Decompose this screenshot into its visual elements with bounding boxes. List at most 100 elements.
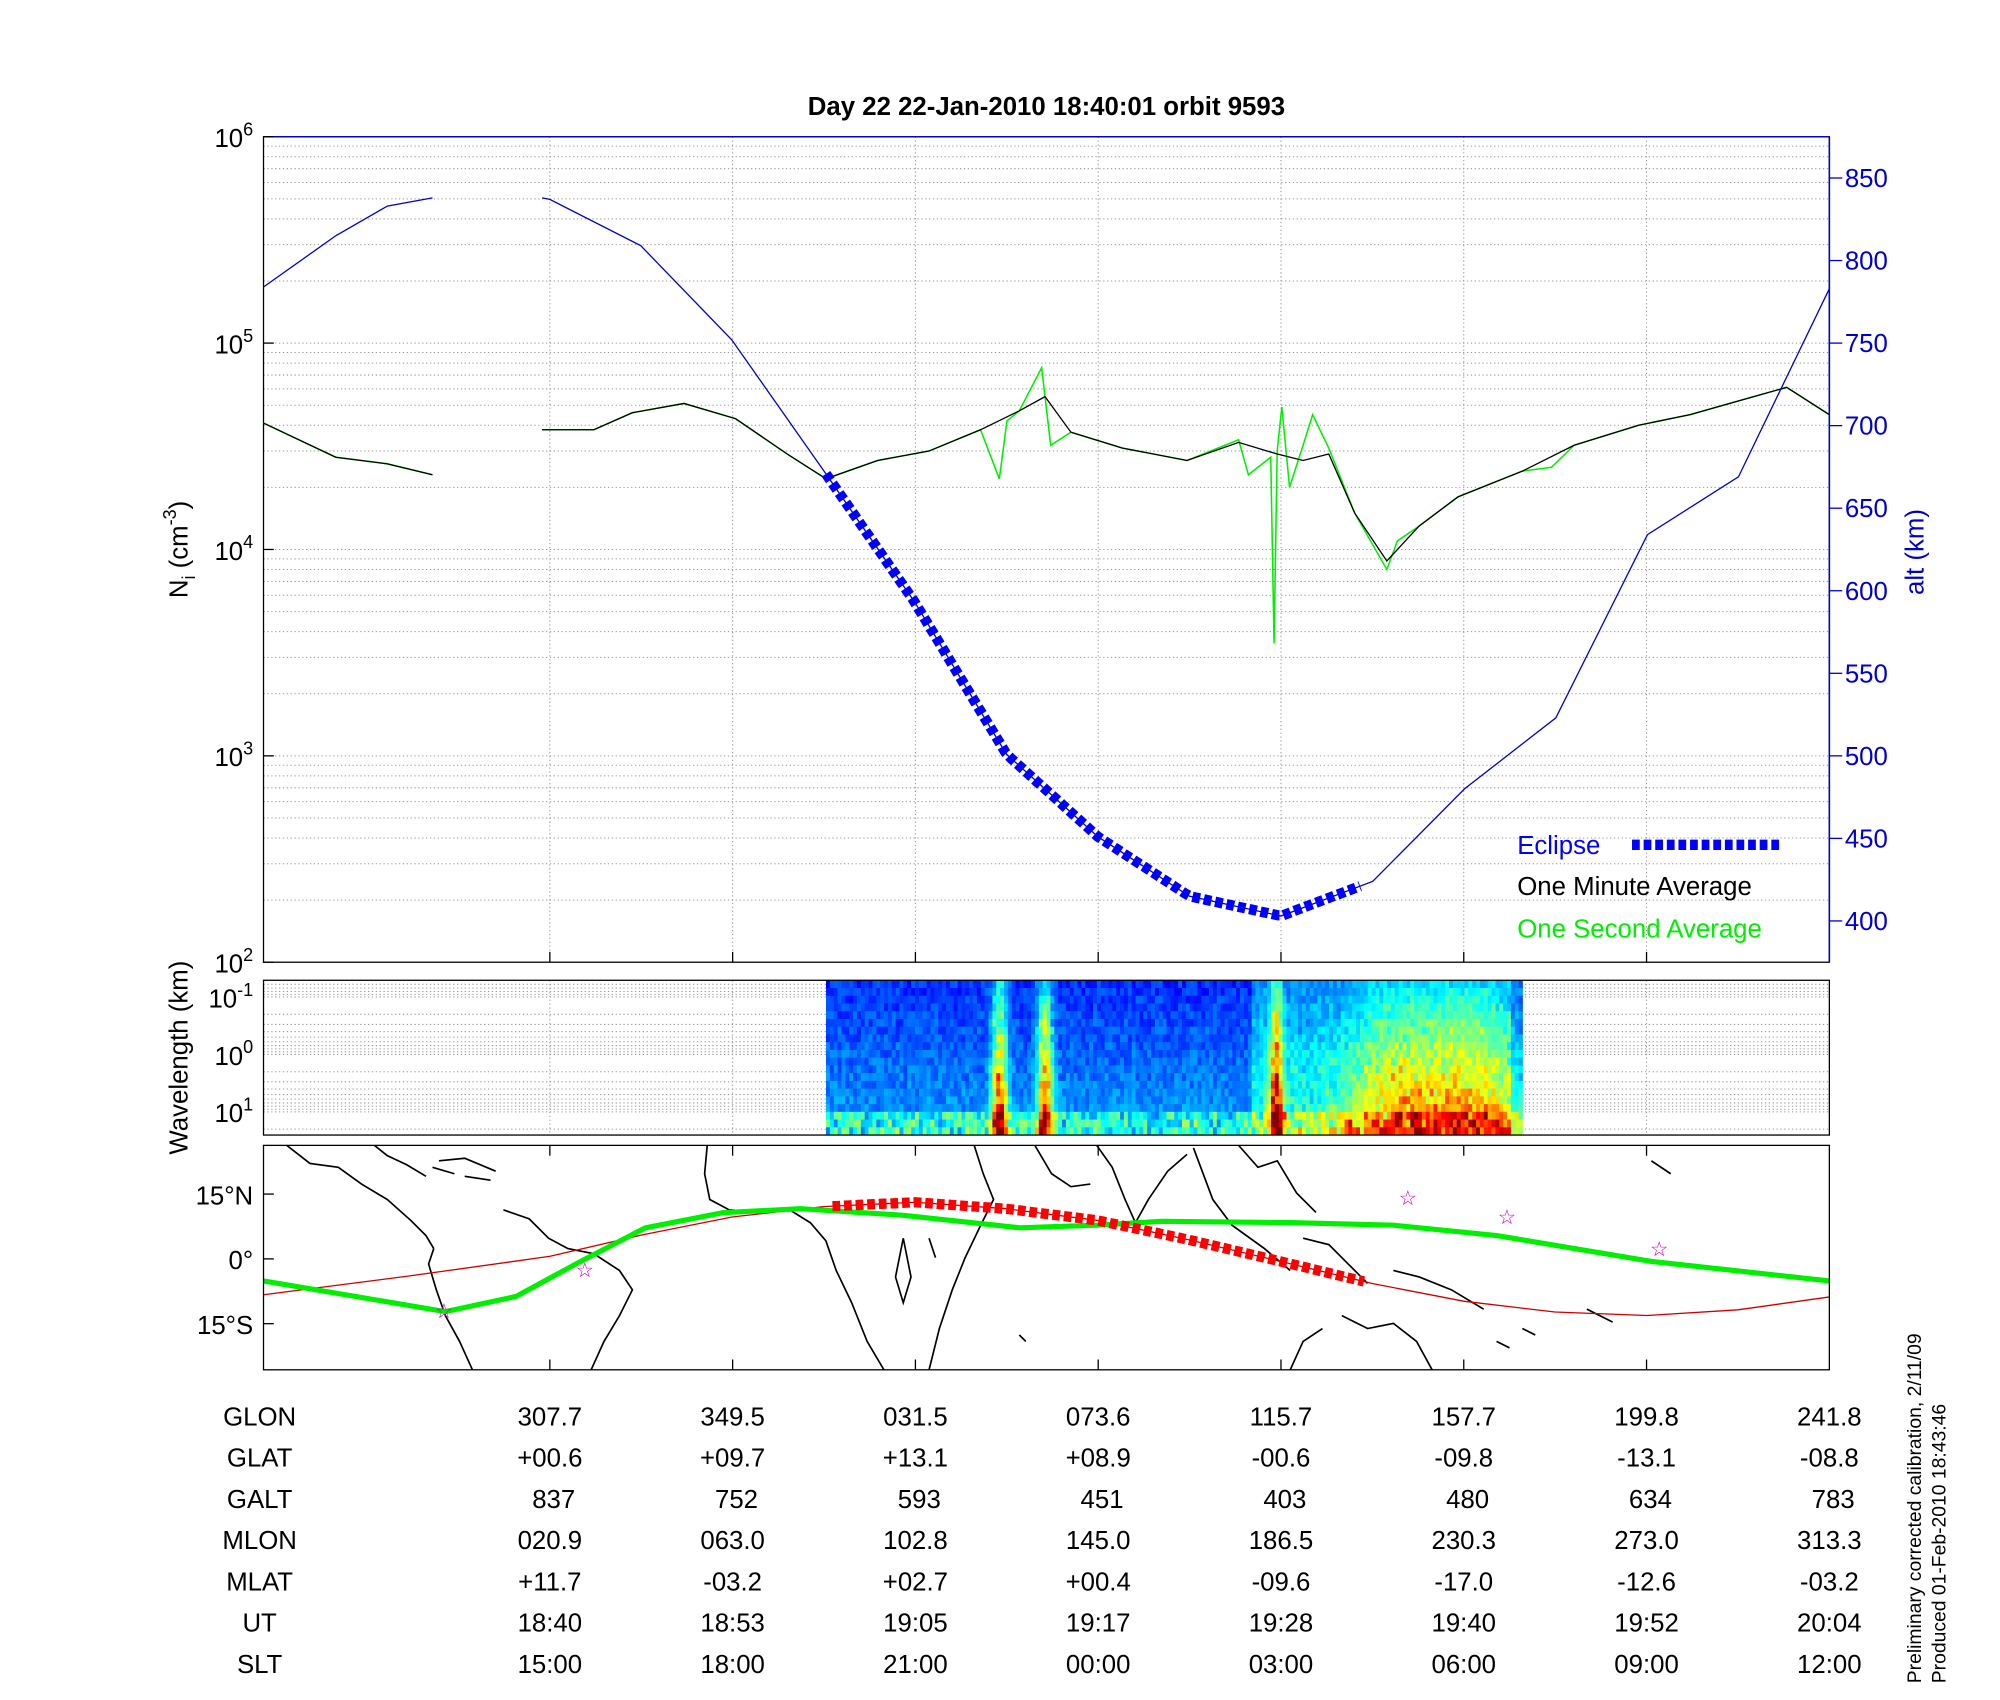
spectrogram-cell xyxy=(1468,1096,1473,1105)
spectrogram-cell xyxy=(1321,1073,1326,1082)
spectrogram-cell xyxy=(1387,1034,1392,1043)
spectrogram-cell xyxy=(1240,1119,1245,1128)
spectrogram-cell xyxy=(1166,980,1171,989)
spectrogram-cell xyxy=(903,1065,908,1074)
spectrogram-cell xyxy=(961,1088,966,1097)
spectrogram-cell xyxy=(1282,1096,1287,1105)
spectrogram-cell xyxy=(1011,1088,1016,1097)
spectrogram-cell xyxy=(1220,1018,1225,1028)
spectrogram-cell xyxy=(1274,980,1280,989)
spectrogram-cell xyxy=(1123,1057,1129,1066)
spectrogram-cell xyxy=(1251,1127,1256,1136)
spectrogram-cell xyxy=(1031,1057,1036,1066)
spectrogram-cell xyxy=(1487,1088,1492,1097)
spectrogram-cell xyxy=(1510,988,1516,997)
spectrogram-cell xyxy=(911,1104,916,1113)
spectrogram-cell xyxy=(926,980,931,989)
spectrogram-cell xyxy=(1367,1080,1372,1090)
spectrogram-cell xyxy=(1317,1104,1322,1113)
spectrogram-cell xyxy=(1038,988,1044,997)
spectrogram-cell xyxy=(1433,1111,1438,1120)
spectrogram-cell xyxy=(1472,1049,1477,1059)
spectrogram-cell xyxy=(1332,1003,1338,1012)
spectrogram-cell xyxy=(1185,1049,1191,1059)
spectrogram-cell xyxy=(1100,1096,1105,1105)
spectrogram-cell xyxy=(1507,1119,1512,1128)
spectrogram-cell xyxy=(1224,1026,1229,1035)
spectrogram-cell xyxy=(973,1073,978,1082)
spectrogram-cell xyxy=(1336,1018,1342,1028)
spectrogram-cell xyxy=(1398,1018,1403,1028)
spectrogram-cell xyxy=(1356,1096,1361,1105)
spectrogram-cell xyxy=(1065,1026,1071,1035)
spectrogram-cell xyxy=(1321,988,1326,997)
spectrogram-cell xyxy=(1456,1018,1461,1028)
spectrogram-cell xyxy=(1282,1034,1287,1043)
spectrogram-cell xyxy=(884,1065,889,1074)
spectrogram-cell xyxy=(876,1034,881,1043)
spectrogram-cell xyxy=(1259,1003,1264,1012)
spectrogram-cell xyxy=(1414,1042,1419,1051)
altitude-line xyxy=(541,197,1830,917)
spectrogram-cell xyxy=(860,1034,866,1043)
spectrogram-cell xyxy=(872,1057,877,1066)
spectrogram-cell xyxy=(1402,980,1407,989)
spectrogram-cell xyxy=(1390,1127,1396,1136)
spectrogram-cell xyxy=(1116,1042,1121,1051)
spectrogram-cell xyxy=(1402,1026,1407,1035)
spectrogram-cell xyxy=(1127,1034,1133,1043)
spectrogram-cell xyxy=(1499,1096,1504,1105)
spectrogram-cell xyxy=(1092,1088,1098,1097)
spectrogram-cell xyxy=(876,1096,881,1105)
spectrogram-cell xyxy=(1197,1065,1202,1074)
spectrogram-cell xyxy=(1468,980,1473,989)
spectrogram-cell xyxy=(1116,1065,1121,1074)
spectrogram-cell xyxy=(1062,1065,1067,1074)
spectrogram-cell xyxy=(880,988,885,997)
spectrogram-cell xyxy=(922,1011,927,1020)
spectrogram-cell xyxy=(1143,1119,1148,1128)
spectrogram-cell xyxy=(1081,1011,1086,1020)
spectrogram-cell xyxy=(1038,1003,1044,1012)
spectrogram-cell xyxy=(1514,1049,1520,1059)
spectrogram-cell xyxy=(1305,980,1311,989)
altitude-line xyxy=(263,197,433,288)
spectrogram-cell xyxy=(1212,1088,1218,1097)
spectrogram-cell xyxy=(914,995,920,1004)
spectrogram-cell xyxy=(938,1119,943,1128)
spectrogram-cell xyxy=(853,1057,858,1066)
spectrogram-cell xyxy=(1329,1057,1334,1066)
spectrogram-cell xyxy=(1023,1049,1028,1059)
spectrogram-cell xyxy=(1286,1026,1291,1035)
spectrogram-cell xyxy=(1000,995,1005,1004)
spectrogram-cell xyxy=(1038,1057,1044,1066)
spectrogram-cell xyxy=(1212,1073,1218,1082)
spectrogram-cell xyxy=(961,995,966,1004)
spectrogram-cell xyxy=(930,980,935,989)
spectrogram-cell xyxy=(1402,1073,1407,1082)
spectrogram-cell xyxy=(1201,1096,1206,1105)
spectrogram-cell xyxy=(965,980,970,989)
spectrogram-cell xyxy=(1193,1073,1198,1082)
spectrogram-cell xyxy=(1131,980,1136,989)
spectrogram-cell xyxy=(1514,1042,1520,1051)
spectrogram-cell xyxy=(1499,1026,1504,1035)
spectrogram-cell xyxy=(934,1111,939,1120)
spectrogram-cell xyxy=(1294,1096,1299,1105)
spectrogram-cell xyxy=(1479,1034,1485,1043)
spectrogram-cell xyxy=(1305,988,1311,997)
spectrogram-cell xyxy=(1220,1057,1225,1066)
spectrogram-cell xyxy=(1003,1003,1009,1012)
spectrogram-cell xyxy=(1054,1119,1059,1128)
coastline-australia xyxy=(1289,1314,1433,1370)
spectrogram-cell xyxy=(1092,988,1098,997)
spectrogram-cell xyxy=(880,1026,885,1035)
table-cell: 307.7 xyxy=(518,1403,583,1431)
spectrogram-cell xyxy=(1019,988,1024,997)
spectrogram-cell xyxy=(826,1034,831,1043)
spectrogram-cell xyxy=(1092,1096,1098,1105)
spectrogram-cell xyxy=(1108,995,1113,1004)
spectrogram-cell xyxy=(1220,1080,1225,1090)
spectrogram-cell xyxy=(953,1042,958,1051)
spectrogram-cell xyxy=(1065,1003,1071,1012)
